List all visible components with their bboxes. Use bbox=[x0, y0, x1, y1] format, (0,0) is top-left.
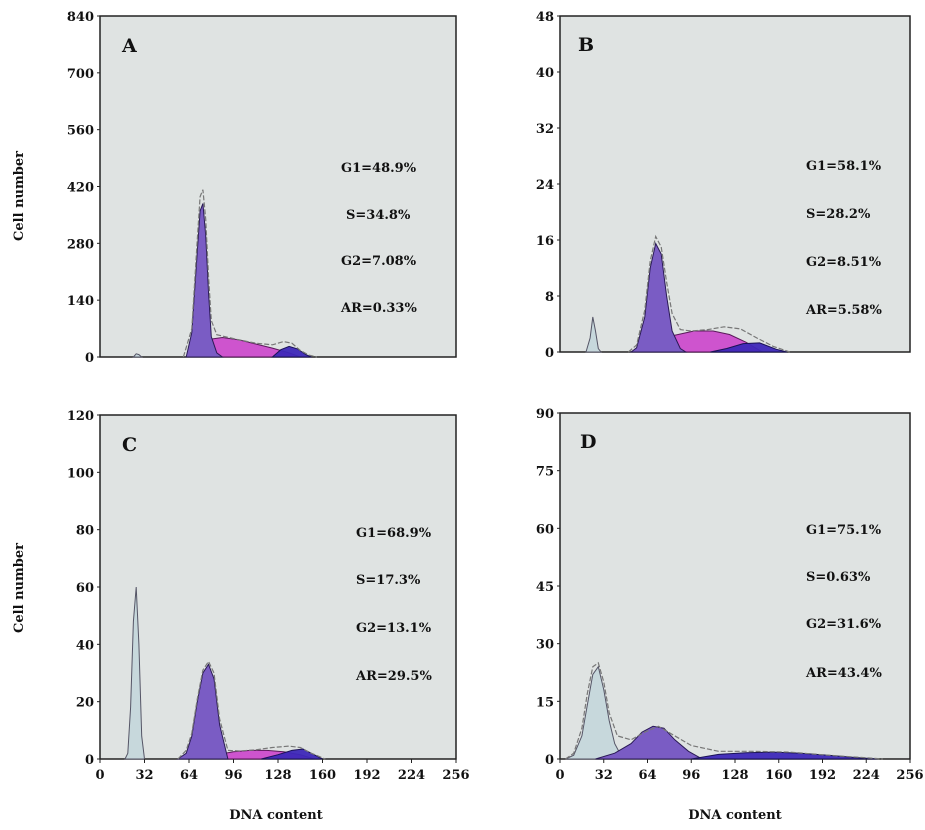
panel-d-ticks: 0 15 30 45 60 75 90 0 32 64 96 128 160 192 224 256 bbox=[536, 407, 924, 783]
panel-c-g2-annotation: G2=13.1% bbox=[356, 621, 432, 636]
panel-a-histogram bbox=[132, 189, 318, 358]
panel-c-s-annotation: S=17.3% bbox=[356, 573, 421, 588]
panel-d-x-tick-label: 96 bbox=[682, 768, 700, 783]
panel-a-g2-annotation: G2=7.08% bbox=[341, 254, 417, 269]
panel-c-x-tick-label: 224 bbox=[398, 768, 425, 783]
panel-b-y-tick-label: 48 bbox=[536, 10, 554, 25]
panel-c-g1-peak bbox=[176, 663, 229, 760]
panel-b-ticks: 0 8 16 24 32 40 48 bbox=[536, 10, 560, 361]
panel-c-x-tick-label: 128 bbox=[264, 768, 291, 783]
panel-a-y-tick-label: 420 bbox=[67, 181, 94, 196]
panel-a-ticks: 0 140 280 420 560 700 840 bbox=[67, 10, 100, 366]
panel-d-apoptotic-peak bbox=[565, 665, 624, 760]
panel-d-label: D bbox=[580, 431, 596, 453]
panel-a-y-tick-label: 560 bbox=[67, 124, 94, 139]
panel-b-s-annotation: S=28.2% bbox=[806, 207, 871, 222]
panel-d-y-tick-label: 30 bbox=[536, 638, 554, 653]
panel-c-fit-curve bbox=[177, 660, 326, 760]
panel-d-x-tick-label: 160 bbox=[765, 768, 792, 783]
panel-c-y-tick-label: 40 bbox=[76, 638, 94, 653]
panel-a-y-tick-label: 140 bbox=[67, 294, 94, 309]
panel-c-y-tick-label: 20 bbox=[76, 696, 94, 711]
panel-d-x-tick-label: 0 bbox=[555, 768, 564, 783]
panel-d-x-tick-label: 192 bbox=[809, 768, 836, 783]
panel-b-g2-annotation: G2=8.51% bbox=[806, 255, 882, 270]
panel-b-y-tick-label: 24 bbox=[536, 178, 554, 193]
panel-a-g1-annotation: G1=48.9% bbox=[341, 161, 417, 176]
panel-d-g2-annotation: G2=31.6% bbox=[806, 617, 882, 632]
panel-d-y-tick-label: 0 bbox=[545, 753, 554, 768]
panel-a-fit-curve bbox=[182, 189, 318, 358]
panel-b-fit-curve bbox=[628, 234, 790, 353]
panel-c-y-tick-label: 60 bbox=[76, 581, 94, 596]
panel-d-histogram bbox=[565, 661, 883, 760]
panel-b-ar-annotation: AR=5.58% bbox=[805, 303, 882, 318]
panel-d-s-annotation: S=0.63% bbox=[806, 570, 871, 585]
panel-a-s-annotation: S=34.8% bbox=[346, 208, 411, 223]
panel-c-x-tick-label: 256 bbox=[442, 768, 469, 783]
panel-b-y-tick-label: 0 bbox=[545, 346, 554, 361]
panel-b-histogram bbox=[585, 234, 790, 353]
panel-c-x-axis-title: DNA content bbox=[229, 808, 323, 823]
panel-c-y-tick-label: 120 bbox=[67, 409, 94, 424]
panel-c-x-tick-label: 32 bbox=[135, 768, 153, 783]
panel-d-x-tick-label: 224 bbox=[853, 768, 880, 783]
panel-a-y-axis-title: Cell number bbox=[12, 151, 27, 241]
panel-d-x-tick-label: 128 bbox=[721, 768, 748, 783]
panel-a-y-tick-label: 0 bbox=[85, 351, 94, 366]
panel-b-label: B bbox=[578, 34, 594, 56]
panel-b-y-tick-label: 8 bbox=[545, 290, 554, 305]
panel-b-g1-annotation: G1=58.1% bbox=[806, 159, 882, 174]
panel-c-x-tick-label: 64 bbox=[180, 768, 198, 783]
panel-d-fit-curve bbox=[565, 661, 883, 760]
panel-c-x-tick-label: 160 bbox=[309, 768, 336, 783]
panel-d-x-tick-label: 256 bbox=[896, 768, 923, 783]
panel-c-y-tick-label: 0 bbox=[85, 753, 94, 768]
panel-b-apoptotic-peak bbox=[585, 316, 603, 353]
panel-b-y-tick-label: 40 bbox=[536, 66, 554, 81]
panel-d-y-tick-label: 15 bbox=[536, 695, 554, 710]
panel-c-apoptotic-peak bbox=[124, 586, 146, 760]
panel-d-x-axis-title: DNA content bbox=[688, 808, 782, 823]
panel-a-g2-peak bbox=[271, 345, 312, 358]
panel-b-y-tick-label: 32 bbox=[536, 122, 554, 137]
panel-b-y-tick-label: 16 bbox=[536, 234, 554, 249]
panel-c-y-axis-title: Cell number bbox=[12, 543, 27, 633]
panel-d-g1-annotation: G1=75.1% bbox=[806, 523, 882, 538]
panel-d-x-tick-label: 32 bbox=[595, 768, 613, 783]
panel-c-histogram bbox=[124, 586, 326, 760]
panel-d-y-tick-label: 45 bbox=[536, 580, 554, 595]
panel-c-plot-area bbox=[99, 414, 457, 760]
panel-d-y-tick-label: 75 bbox=[536, 465, 554, 480]
panel-c-y-tick-label: 80 bbox=[76, 524, 94, 539]
panel-b-plot-area bbox=[559, 15, 911, 353]
panel-a-y-tick-label: 280 bbox=[67, 237, 94, 252]
panel-d-ar-annotation: AR=43.4% bbox=[805, 666, 882, 681]
panel-b-g2-peak bbox=[710, 342, 788, 353]
panel-d-g1-peak bbox=[595, 725, 705, 760]
panel-d-y-tick-label: 90 bbox=[536, 407, 554, 422]
panel-c-x-tick-label: 0 bbox=[95, 768, 104, 783]
panel-c-label: C bbox=[122, 434, 137, 456]
panel-d-plot-area bbox=[559, 412, 911, 760]
panel-d-x-tick-label: 64 bbox=[638, 768, 656, 783]
panel-a-y-tick-label: 840 bbox=[67, 10, 94, 25]
panel-c-ar-annotation: AR=29.5% bbox=[355, 669, 432, 684]
panel-b-g1-peak bbox=[629, 242, 688, 353]
panel-a-ar-annotation: AR=0.33% bbox=[340, 301, 417, 316]
panel-c-ticks: 0 20 40 60 80 100 120 0 32 64 96 128 160 192 224 256 bbox=[67, 409, 470, 783]
panel-a-plot-area bbox=[99, 15, 457, 358]
panel-c-x-tick-label: 192 bbox=[353, 768, 380, 783]
panel-c-x-tick-label: 96 bbox=[224, 768, 242, 783]
panel-a-label: A bbox=[121, 35, 137, 57]
panel-c-y-tick-label: 100 bbox=[67, 466, 94, 481]
panel-a-apoptotic-peak bbox=[132, 353, 144, 358]
panel-d-y-tick-label: 60 bbox=[536, 522, 554, 537]
panel-c-g1-annotation: G1=68.9% bbox=[356, 526, 432, 541]
panel-a-y-tick-label: 700 bbox=[67, 67, 94, 82]
